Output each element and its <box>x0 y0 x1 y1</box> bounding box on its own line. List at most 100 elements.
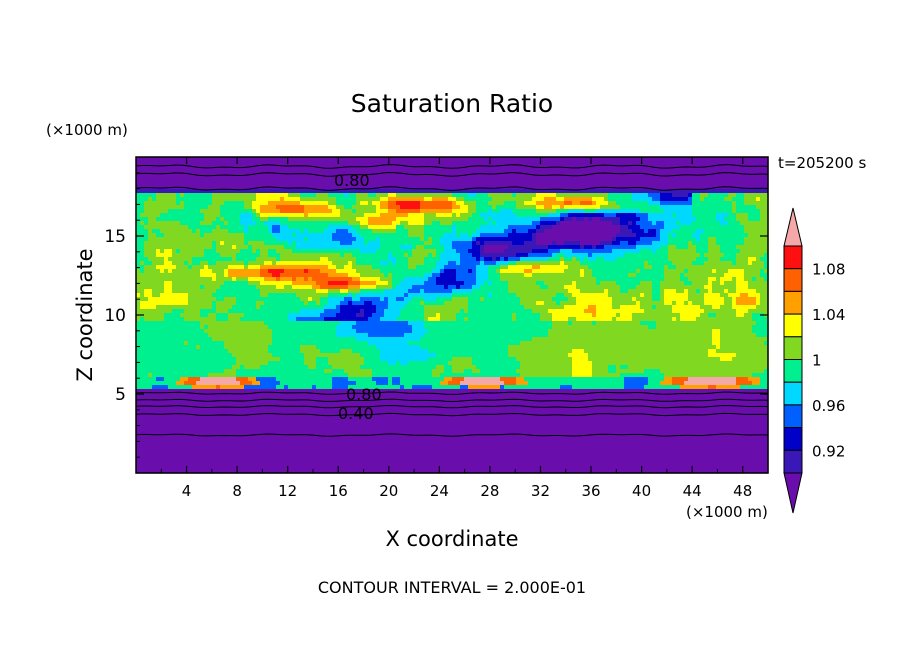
field-cell <box>348 293 353 298</box>
field-cell <box>304 237 309 242</box>
field-cell <box>256 213 261 218</box>
field-cell <box>216 245 233 250</box>
contour-line <box>135 186 769 192</box>
field-cell <box>660 197 689 202</box>
field-cell <box>380 349 429 354</box>
field-cell <box>736 217 749 222</box>
field-cell <box>556 293 565 298</box>
field-cell <box>272 341 369 346</box>
field-cell <box>576 257 581 262</box>
field-cell <box>260 209 281 214</box>
field-cell <box>336 313 357 318</box>
field-cell <box>348 285 361 290</box>
field-cell <box>224 201 245 206</box>
field-cell <box>352 265 373 270</box>
field-cell <box>408 257 425 262</box>
field-cell <box>288 317 297 322</box>
field-cell <box>684 273 725 278</box>
field-cell <box>144 253 157 258</box>
field-cell <box>652 293 661 298</box>
field-cell <box>280 273 329 278</box>
field-cell <box>720 293 729 298</box>
field-cell <box>760 217 769 222</box>
field-cell <box>540 317 553 322</box>
field-cell <box>248 277 265 282</box>
field-cell <box>260 289 317 294</box>
field-cell <box>728 193 737 198</box>
field-cell <box>356 269 381 274</box>
field-cell <box>656 249 669 254</box>
field-cell <box>264 301 305 306</box>
field-cell <box>312 297 321 302</box>
field-cell <box>508 349 573 354</box>
field-cell <box>492 205 497 210</box>
field-cell <box>628 241 637 246</box>
field-cell <box>488 217 493 222</box>
field-cell <box>408 221 425 226</box>
field-cell <box>180 377 189 382</box>
field-cell <box>516 201 525 206</box>
contour-line <box>135 391 769 395</box>
field-cell <box>140 293 145 298</box>
field-cell <box>548 333 713 338</box>
field-cell <box>556 221 561 226</box>
field-cell <box>480 261 485 266</box>
field-cell <box>720 341 765 346</box>
field-cell <box>724 297 733 302</box>
field-cell <box>440 273 457 278</box>
field-cell <box>280 225 289 230</box>
field-cell <box>176 265 189 270</box>
field-cell <box>672 301 677 306</box>
field-cell <box>216 309 229 314</box>
colorbar-swatch <box>783 427 803 451</box>
field-cell <box>304 353 361 358</box>
field-cell <box>136 353 233 358</box>
field-cell <box>204 213 221 218</box>
field-cell <box>268 253 281 258</box>
field-cell <box>140 317 145 322</box>
field-cell <box>716 213 729 218</box>
field-cell <box>492 257 497 262</box>
field-cell <box>708 385 717 390</box>
field-cell <box>240 249 253 254</box>
field-cell <box>428 357 453 362</box>
field-cell <box>208 325 269 330</box>
field-cell <box>300 297 309 302</box>
field-cell <box>136 397 769 402</box>
field-cell <box>244 205 253 210</box>
field-cell <box>272 329 337 334</box>
field-cell <box>592 201 597 206</box>
field-cell <box>408 301 421 306</box>
field-cell <box>260 249 269 254</box>
field-cell <box>380 245 401 250</box>
field-cell <box>592 361 769 366</box>
field-cell <box>400 309 425 314</box>
x-tick-label: 36 <box>581 482 600 500</box>
field-cell <box>336 325 353 330</box>
field-cell <box>676 245 689 250</box>
field-cell <box>336 201 357 206</box>
field-cell <box>144 289 153 294</box>
field-cell <box>396 361 401 366</box>
field-cell <box>424 333 549 338</box>
field-cell <box>664 297 689 302</box>
field-cell <box>652 281 661 286</box>
field-cell <box>660 229 673 234</box>
field-cell <box>600 217 621 222</box>
field-cell <box>224 269 229 274</box>
field-cell <box>424 325 553 330</box>
x-unit-label: (×1000 m) <box>686 503 768 521</box>
field-cell <box>508 353 569 358</box>
field-cell <box>136 297 149 302</box>
field-cell <box>596 209 641 214</box>
field-cell <box>532 309 549 314</box>
field-cell <box>704 293 721 298</box>
field-cell <box>432 241 441 246</box>
field-cell <box>708 193 729 198</box>
field-cell <box>136 321 201 326</box>
field-cell <box>660 289 665 294</box>
contour-interval-label: CONTOUR INTERVAL = 2.000E-01 <box>318 578 586 597</box>
field-cell <box>660 285 705 290</box>
field-cell <box>568 213 605 218</box>
